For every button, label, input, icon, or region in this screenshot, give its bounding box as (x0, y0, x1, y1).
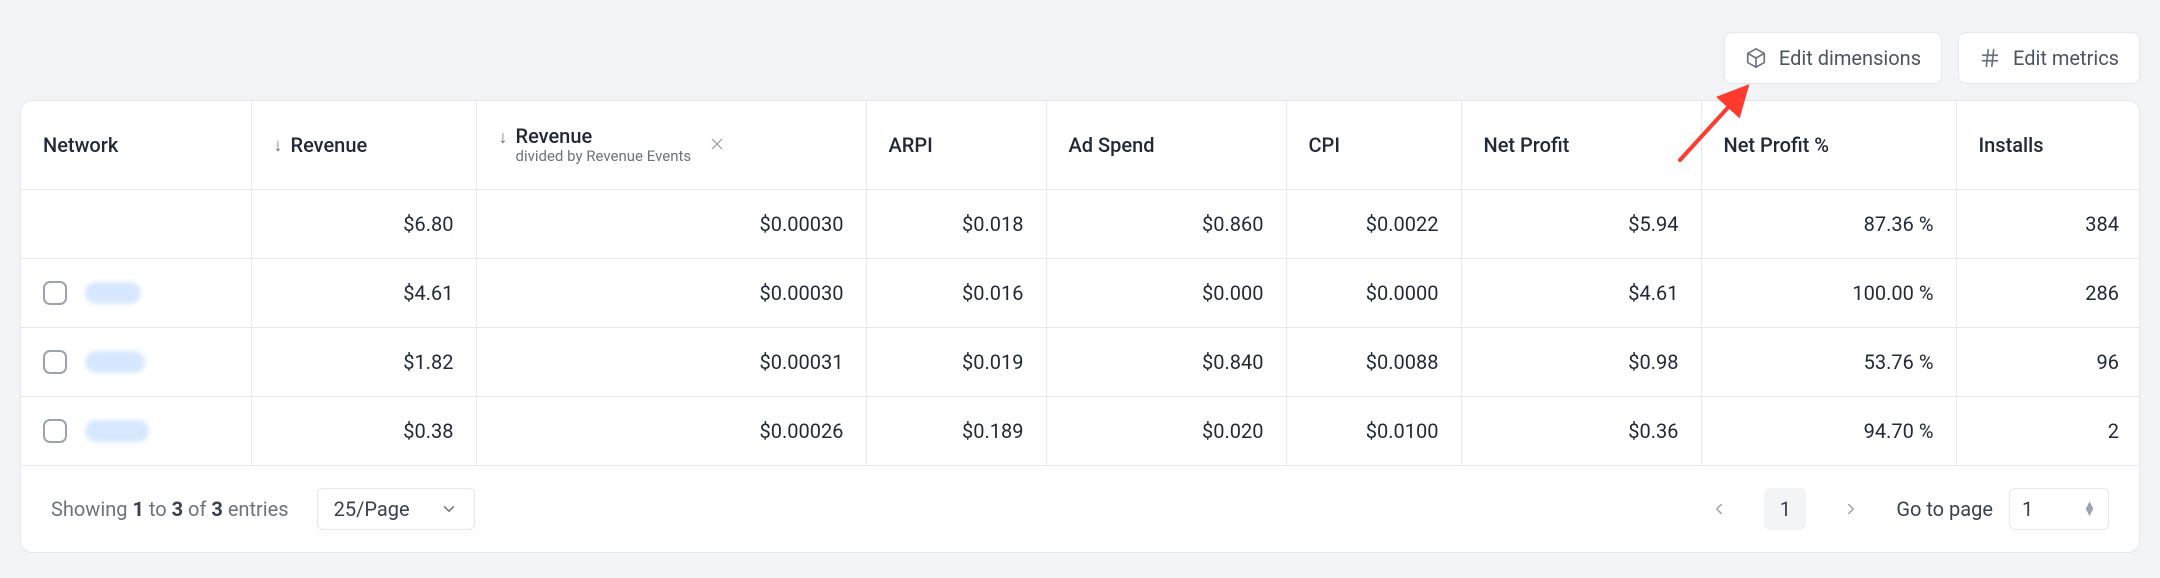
col-network[interactable]: Network (21, 101, 251, 190)
stepper-icon[interactable]: ▲▼ (2083, 502, 2096, 516)
table-cell: $6.80 (251, 190, 476, 259)
table-cell: 100.00 % (1701, 259, 1956, 328)
entries-summary-prefix: Showing (51, 497, 132, 521)
table-cell: $4.61 (251, 259, 476, 328)
table-cell: $0.00030 (476, 259, 866, 328)
col-revenue-per-event[interactable]: ↓ Revenue divided by Revenue Events (476, 101, 866, 190)
data-table: Network ↓ Revenue ↓ Revenue divided by R… (21, 101, 2140, 465)
table-footer: Showing 1 to 3 of 3 entries 25/Page 1 Go… (21, 465, 2139, 552)
network-cell (21, 397, 251, 466)
col-cpi[interactable]: CPI (1286, 101, 1461, 190)
totals-row: $6.80$0.00030$0.018$0.860$0.0022$5.9487.… (21, 190, 2140, 259)
table-cell: $1.82 (251, 328, 476, 397)
table-cell: $0.020 (1046, 397, 1286, 466)
page-number-current[interactable]: 1 (1764, 488, 1806, 530)
table-cell: $0.0100 (1286, 397, 1461, 466)
entries-from: 1 (132, 497, 143, 521)
col-cpi-label: CPI (1309, 133, 1340, 157)
col-revenue-per-event-sublabel: divided by Revenue Events (516, 148, 692, 165)
table-cell: $0.00026 (476, 397, 866, 466)
row-checkbox[interactable] (43, 350, 67, 374)
table-cell: $0.38 (251, 397, 476, 466)
next-page-button[interactable] (1834, 492, 1868, 526)
col-arpi[interactable]: ARPI (866, 101, 1046, 190)
table-cell: $0.0000 (1286, 259, 1461, 328)
table-cell: $0.840 (1046, 328, 1286, 397)
goto-page-value: 1 (2022, 497, 2033, 521)
col-installs[interactable]: Installs (1956, 101, 2140, 190)
table-cell: $0.018 (866, 190, 1046, 259)
table-cell: $0.860 (1046, 190, 1286, 259)
col-arpi-label: ARPI (889, 133, 933, 157)
sort-desc-icon: ↓ (499, 127, 508, 148)
table-cell: $0.000 (1046, 259, 1286, 328)
data-table-card: Network ↓ Revenue ↓ Revenue divided by R… (20, 100, 2140, 553)
col-netprofit-label: Net Profit (1484, 133, 1570, 157)
table-cell: $0.189 (866, 397, 1046, 466)
col-netprofit-pct-label: Net Profit % (1724, 133, 1830, 157)
table-cell: $0.019 (866, 328, 1046, 397)
row-checkbox[interactable] (43, 281, 67, 305)
network-name-redacted (85, 351, 145, 373)
table-row: $1.82$0.00031$0.019$0.840$0.0088$0.9853.… (21, 328, 2140, 397)
table-cell: 94.70 % (1701, 397, 1956, 466)
table-cell: $0.00031 (476, 328, 866, 397)
table-header-row: Network ↓ Revenue ↓ Revenue divided by R… (21, 101, 2140, 190)
edit-dimensions-button[interactable]: Edit dimensions (1724, 32, 1942, 84)
entries-to: 3 (172, 497, 183, 521)
entries-suffix: entries (223, 497, 289, 521)
table-cell: 87.36 % (1701, 190, 1956, 259)
table-cell: $0.0088 (1286, 328, 1461, 397)
chevron-down-icon (440, 500, 458, 518)
network-cell (21, 328, 251, 397)
network-name-redacted (85, 282, 141, 304)
table-cell: $5.94 (1461, 190, 1701, 259)
col-netprofit[interactable]: Net Profit (1461, 101, 1701, 190)
page-size-select[interactable]: 25/Page (317, 488, 475, 530)
row-checkbox[interactable] (43, 419, 67, 443)
col-network-label: Network (43, 133, 118, 157)
page-number-label: 1 (1780, 497, 1791, 521)
table-cell: $4.61 (1461, 259, 1701, 328)
entries-to-word: to (144, 497, 172, 521)
col-netprofit-pct[interactable]: Net Profit % (1701, 101, 1956, 190)
prev-page-button[interactable] (1702, 492, 1736, 526)
table-cell: 96 (1956, 328, 2140, 397)
col-revenue[interactable]: ↓ Revenue (251, 101, 476, 190)
col-revenue-label: Revenue (291, 133, 368, 157)
cube-icon (1745, 47, 1767, 69)
table-cell: 384 (1956, 190, 2140, 259)
table-cell: $0.00030 (476, 190, 866, 259)
goto-page-label: Go to page (1896, 497, 1993, 521)
goto-page-input[interactable]: 1 ▲▼ (2009, 488, 2109, 530)
network-cell (21, 259, 251, 328)
col-installs-label: Installs (1979, 133, 2044, 157)
table-cell: 286 (1956, 259, 2140, 328)
table-cell: $0.0022 (1286, 190, 1461, 259)
toolbar: Edit dimensions Edit metrics (1724, 32, 2140, 84)
table-cell: $0.016 (866, 259, 1046, 328)
goto-page: Go to page 1 ▲▼ (1896, 488, 2109, 530)
col-revenue-per-event-label: Revenue (516, 125, 692, 148)
entries-summary: Showing 1 to 3 of 3 entries (51, 497, 289, 521)
entries-total: 3 (211, 497, 222, 521)
sort-desc-icon: ↓ (274, 135, 283, 156)
edit-metrics-label: Edit metrics (2013, 46, 2119, 70)
table-cell (21, 190, 251, 259)
page-size-label: 25/Page (334, 497, 410, 521)
col-adspend-label: Ad Spend (1069, 133, 1155, 157)
table-row: $4.61$0.00030$0.016$0.000$0.0000$4.61100… (21, 259, 2140, 328)
network-name-redacted (85, 420, 149, 442)
col-adspend[interactable]: Ad Spend (1046, 101, 1286, 190)
edit-dimensions-label: Edit dimensions (1779, 46, 1921, 70)
table-cell: $0.36 (1461, 397, 1701, 466)
entries-of-word: of (183, 497, 211, 521)
table-cell: $0.98 (1461, 328, 1701, 397)
table-cell: 53.76 % (1701, 328, 1956, 397)
hash-icon (1979, 47, 2001, 69)
remove-column-icon[interactable] (709, 133, 725, 157)
table-cell: 2 (1956, 397, 2140, 466)
edit-metrics-button[interactable]: Edit metrics (1958, 32, 2140, 84)
table-row: $0.38$0.00026$0.189$0.020$0.0100$0.3694.… (21, 397, 2140, 466)
